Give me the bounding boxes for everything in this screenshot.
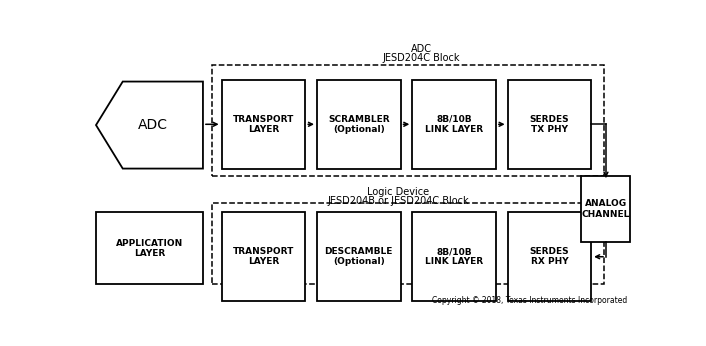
FancyBboxPatch shape (317, 80, 400, 169)
Text: ADC: ADC (138, 118, 168, 132)
Text: ADC: ADC (411, 44, 432, 54)
Text: SERDES
RX PHY: SERDES RX PHY (530, 247, 569, 266)
Text: DESCRAMBLE
(Optional): DESCRAMBLE (Optional) (325, 247, 393, 266)
Text: ANALOG
CHANNEL: ANALOG CHANNEL (581, 199, 630, 219)
Polygon shape (96, 82, 203, 169)
Text: SERDES
TX PHY: SERDES TX PHY (530, 115, 569, 134)
Text: APPLICATION
LAYER: APPLICATION LAYER (116, 238, 183, 258)
Text: JESD204B or JESD204C Block: JESD204B or JESD204C Block (328, 196, 469, 206)
Text: Copyright © 2018, Texas Instruments Incorporated: Copyright © 2018, Texas Instruments Inco… (432, 296, 628, 305)
Text: 8B/10B
LINK LAYER: 8B/10B LINK LAYER (425, 247, 483, 266)
Text: Logic Device: Logic Device (367, 187, 429, 197)
FancyBboxPatch shape (412, 212, 496, 301)
Text: TRANSPORT
LAYER: TRANSPORT LAYER (233, 247, 294, 266)
FancyBboxPatch shape (317, 212, 400, 301)
FancyBboxPatch shape (412, 80, 496, 169)
FancyBboxPatch shape (222, 212, 305, 301)
FancyBboxPatch shape (222, 80, 305, 169)
FancyBboxPatch shape (508, 212, 591, 301)
Text: JESD204C Block: JESD204C Block (383, 54, 460, 63)
Text: 8B/10B
LINK LAYER: 8B/10B LINK LAYER (425, 115, 483, 134)
FancyBboxPatch shape (581, 176, 630, 242)
FancyBboxPatch shape (508, 80, 591, 169)
Text: SCRAMBLER
(Optional): SCRAMBLER (Optional) (328, 115, 390, 134)
FancyBboxPatch shape (96, 212, 203, 284)
Text: TRANSPORT
LAYER: TRANSPORT LAYER (233, 115, 294, 134)
